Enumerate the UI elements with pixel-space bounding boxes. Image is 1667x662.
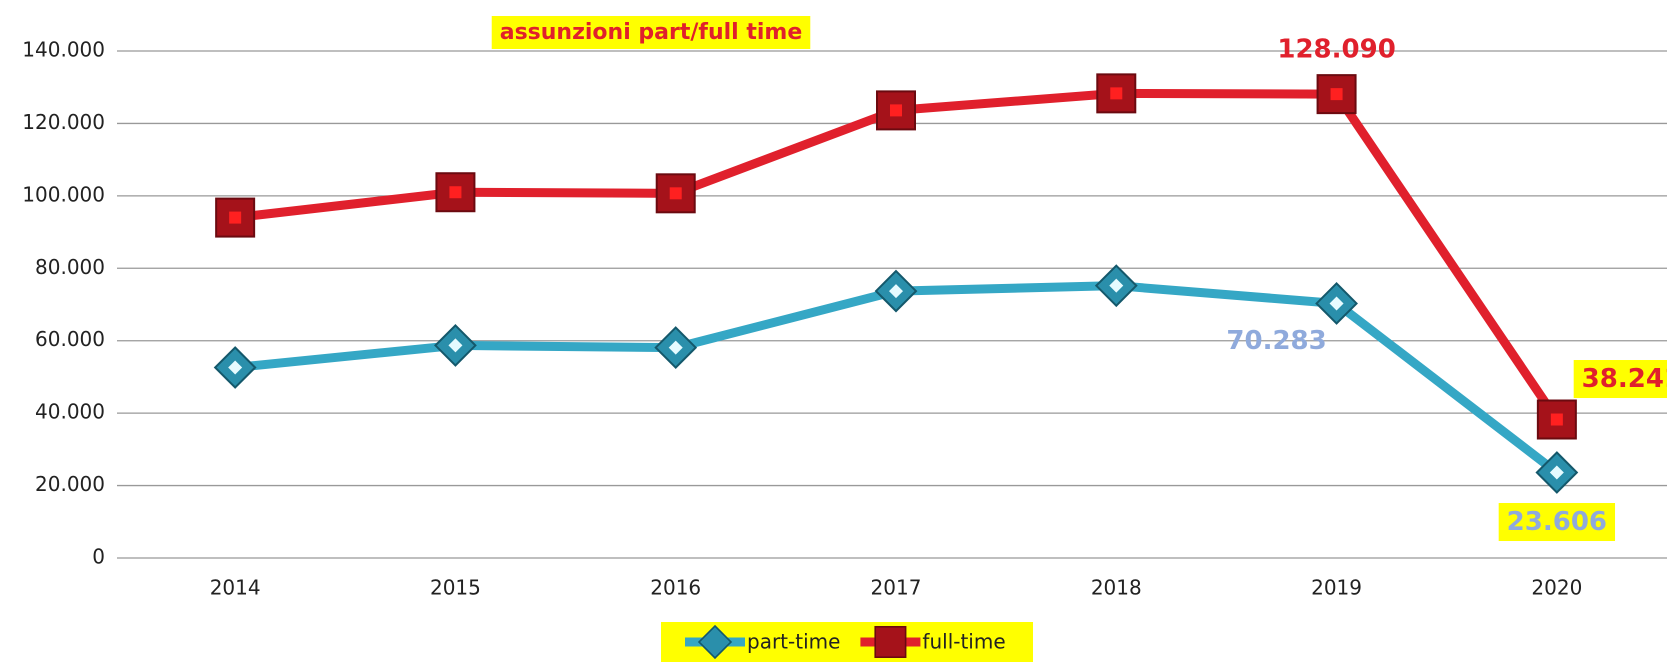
y-tick-label: 80.000 (35, 255, 105, 279)
y-tick-label: 40.000 (35, 400, 105, 424)
marker-highlight (448, 338, 463, 353)
x-tick-label: 2015 (430, 576, 481, 600)
x-tick-label: 2019 (1311, 576, 1362, 600)
x-tick-label: 2020 (1531, 576, 1582, 600)
data-label: 128.090 (1277, 35, 1395, 65)
marker-highlight (669, 187, 682, 200)
legend-label: full-time (922, 630, 1005, 654)
point-marker (215, 197, 256, 238)
point-marker (1096, 73, 1137, 114)
label-background (1573, 360, 1667, 399)
marker-highlight (1549, 465, 1564, 480)
data-label: 38.241 (1582, 364, 1667, 394)
marker-highlight (1330, 88, 1343, 101)
x-tick-label: 2014 (210, 576, 261, 600)
x-tick-label: 2018 (1091, 576, 1142, 600)
label-background (491, 16, 811, 49)
series-line (234, 281, 1560, 477)
chart-title: assunzioni part/full time (500, 20, 803, 45)
marker-highlight (1110, 87, 1123, 100)
y-tick-label: 100.000 (22, 182, 105, 206)
legend-label: part-time (747, 630, 840, 654)
marker-highlight (1550, 413, 1563, 426)
marker-highlight (890, 104, 902, 117)
marker-highlight (1109, 278, 1124, 293)
data-label: 70.283 (1226, 326, 1326, 356)
marker-highlight (229, 211, 242, 224)
marker-highlight (449, 186, 462, 199)
label-background (1498, 503, 1616, 542)
point-marker (697, 624, 733, 660)
y-tick-label: 140.000 (22, 38, 105, 62)
marker-highlight (1329, 296, 1344, 311)
series-line (234, 88, 1561, 423)
y-tick-label: 120.000 (22, 110, 105, 134)
x-tick-label: 2017 (871, 576, 922, 600)
y-tick-label: 60.000 (35, 327, 105, 351)
y-tick-label: 20.000 (35, 472, 105, 496)
data-label: 23.606 (1507, 507, 1607, 537)
legend-marker (874, 625, 907, 658)
point-marker (874, 625, 907, 658)
marker-highlight (889, 284, 903, 299)
legend-marker (697, 624, 733, 660)
marker-highlight (228, 360, 243, 375)
y-tick-label: 0 (92, 545, 105, 569)
x-tick-label: 2016 (650, 576, 701, 600)
marker-highlight (668, 340, 683, 355)
